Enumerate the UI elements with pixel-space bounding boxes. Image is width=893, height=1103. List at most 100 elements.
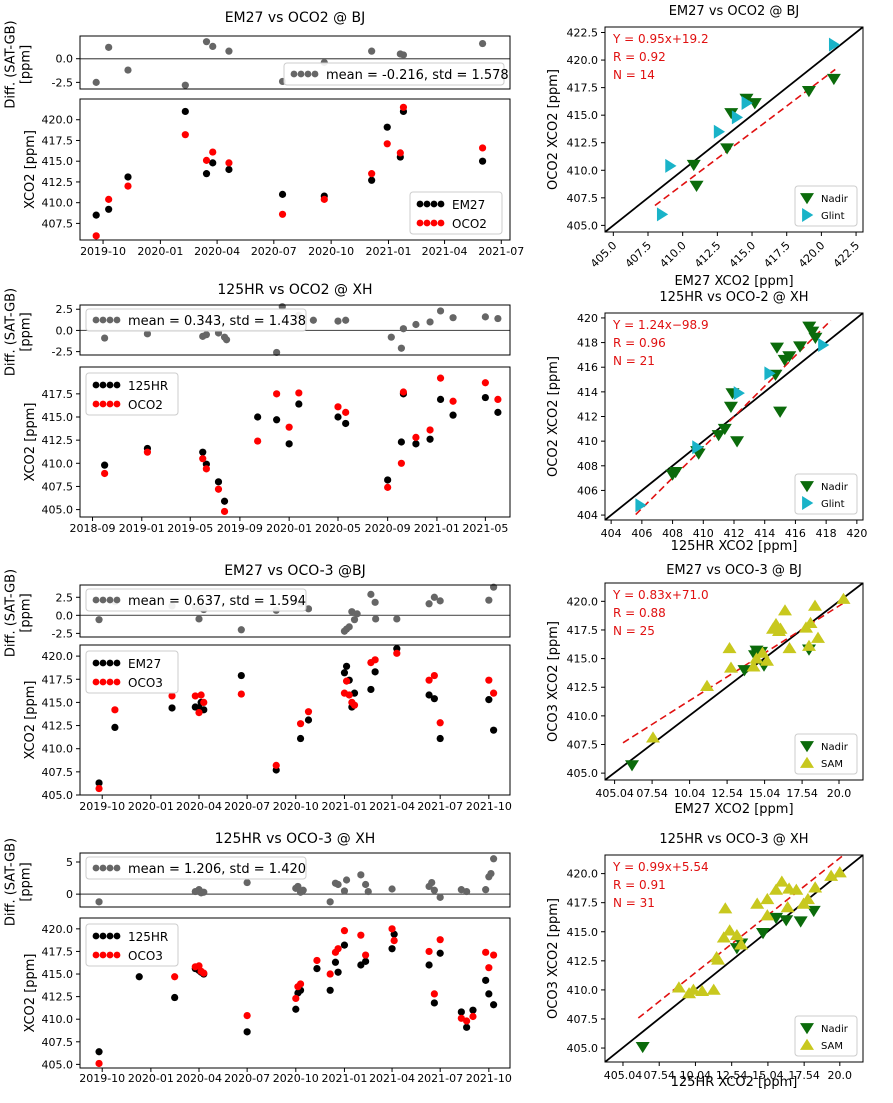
series-legend-marker	[106, 678, 114, 686]
scatter-xtick-label: 405.0	[588, 239, 619, 270]
scatter-point-glint	[713, 124, 726, 139]
date-xtick-label: 2018-09	[70, 522, 116, 535]
scatter-point-nadir	[793, 916, 808, 928]
scatter-panel-1: EM27 vs OCO2 @ BJ Y = 0.95x+19.2 R = 0.92 N…	[546, 4, 864, 289]
fit-annotation: Y = 0.95x+19.2	[612, 32, 709, 46]
main-panel-frame	[79, 366, 511, 518]
date-xtick-label: 2021-04	[422, 245, 468, 258]
series-point-oco3	[393, 649, 401, 657]
diff-point	[345, 623, 353, 631]
scatter-legend-label: Nadir	[821, 482, 849, 493]
diff-ylabel-line: [ppm]	[19, 593, 34, 632]
series-legend-marker	[99, 951, 107, 959]
diff-ytick-label: -2.5	[52, 627, 73, 640]
scatter-point-sam	[760, 892, 775, 905]
scatter-ytick-label: 410.0	[567, 710, 599, 723]
series-point-em27	[237, 671, 245, 680]
date-xtick-label: 2021-04	[369, 800, 415, 813]
diff-point	[372, 615, 380, 623]
diff-ylabel-line: Diff. (SAT-GB)	[4, 20, 19, 108]
date-xtick-label: 2020-10	[273, 800, 319, 813]
scatter-point-sam	[769, 883, 784, 895]
date-xtick-label: 2020-01	[266, 522, 312, 535]
series-point-125hr	[340, 941, 349, 949]
diff-point	[436, 307, 445, 315]
scatter-point-sam	[774, 875, 789, 887]
series-point-em27	[340, 669, 349, 677]
diff-point	[449, 314, 457, 322]
date-xtick-label: 2020-01	[128, 800, 174, 813]
diff-point	[494, 314, 502, 323]
series-legend-marker	[106, 951, 114, 959]
diff-ytick-label: 2.5	[56, 591, 74, 604]
series-point-em27	[304, 716, 313, 724]
series-legend-marker	[423, 219, 431, 227]
scatter-point-sam	[646, 731, 660, 743]
series-legend-marker	[106, 381, 114, 389]
diff-point	[482, 886, 490, 894]
scatter-point-sam	[711, 953, 726, 965]
diff-ytick-label: 5	[66, 856, 73, 869]
scatter-point-glint	[692, 440, 704, 455]
diff-legend-box	[85, 308, 307, 332]
series-point-oco3	[425, 947, 433, 956]
regression-fit-line	[637, 855, 845, 1019]
main-ylabel: XCO2 [ppm]	[23, 403, 38, 482]
timeseries-title: 125HR vs OCO-3 @ XH	[215, 831, 376, 847]
scatter-point-sam	[716, 931, 731, 943]
scatter-point-sam	[802, 639, 816, 651]
scatter-ytick-label: 417.5	[567, 82, 599, 95]
diff-panel-frame	[79, 584, 511, 638]
scatter-point-nadir	[801, 86, 816, 98]
series-point-oco3	[436, 936, 444, 944]
scatter-xlabel: EM27 XCO2 [ppm]	[674, 274, 793, 289]
series-point-oco2	[368, 170, 376, 178]
diff-point	[387, 333, 395, 341]
scatter-xtick-label: 20.0	[827, 787, 852, 800]
scatter-ytick-label: 412.5	[567, 955, 599, 968]
series-point-oco2	[320, 195, 328, 203]
series-legend-marker	[113, 400, 121, 408]
series-point-oco3	[237, 690, 245, 698]
scatter-ytick-label: 408	[577, 460, 598, 473]
series-legend-marker	[430, 200, 438, 208]
scatter-ytick-label: 405.0	[567, 1042, 599, 1055]
diff-legend-marker	[106, 864, 114, 872]
series-point-125hr	[95, 1048, 103, 1056]
scatter-frame	[604, 854, 864, 1063]
series-point-oco3	[292, 994, 300, 1003]
scatter-legend-label: Glint	[821, 211, 845, 222]
series-point-oco2	[481, 379, 489, 387]
series-point-em27	[367, 685, 375, 694]
main-ytick-label: 407.5	[42, 766, 74, 779]
series-point-oco2	[396, 149, 404, 157]
scatter-xtick-label: 420.0	[796, 239, 827, 270]
diff-point	[368, 47, 376, 55]
main-ytick-label: 410.0	[42, 197, 74, 210]
series-legend-marker	[113, 659, 121, 667]
diff-legend-text: mean = -0.216, std = 1.578	[326, 68, 509, 83]
series-point-oco2	[101, 469, 109, 478]
main-ytick-label: 410.0	[42, 743, 74, 756]
date-xtick-label: 2021-04	[369, 1072, 415, 1085]
scatter-ylabel: OCO2 XCO2 [ppm]	[546, 69, 561, 190]
scatter-point-sam	[749, 652, 764, 664]
series-point-oco3	[340, 927, 349, 935]
timeseries-title: EM27 vs OCO-3 @BJ	[224, 563, 366, 579]
diff-legend-text: mean = 0.637, std = 1.594	[128, 594, 306, 609]
date-xtick-label: 2020-07	[224, 800, 270, 813]
main-ytick-label: 412.5	[42, 176, 74, 189]
scatter-xtick-label: 12.54	[716, 1069, 748, 1082]
series-point-oco3	[95, 784, 103, 793]
series-point-em27	[278, 190, 287, 198]
scatter-point-sam	[832, 866, 847, 878]
scatter-legend-marker	[800, 756, 814, 768]
scatter-frame	[604, 26, 864, 233]
date-xtick-label: 2019-10	[79, 1072, 125, 1085]
diff-point	[371, 598, 379, 606]
series-legend-marker	[92, 381, 100, 389]
scatter-title: 125HR vs OCO-2 @ XH	[659, 290, 808, 305]
series-point-oco3	[296, 720, 305, 728]
scatter-point-glint	[731, 110, 744, 125]
scatter-xtick-label: 20.0	[828, 1069, 853, 1082]
